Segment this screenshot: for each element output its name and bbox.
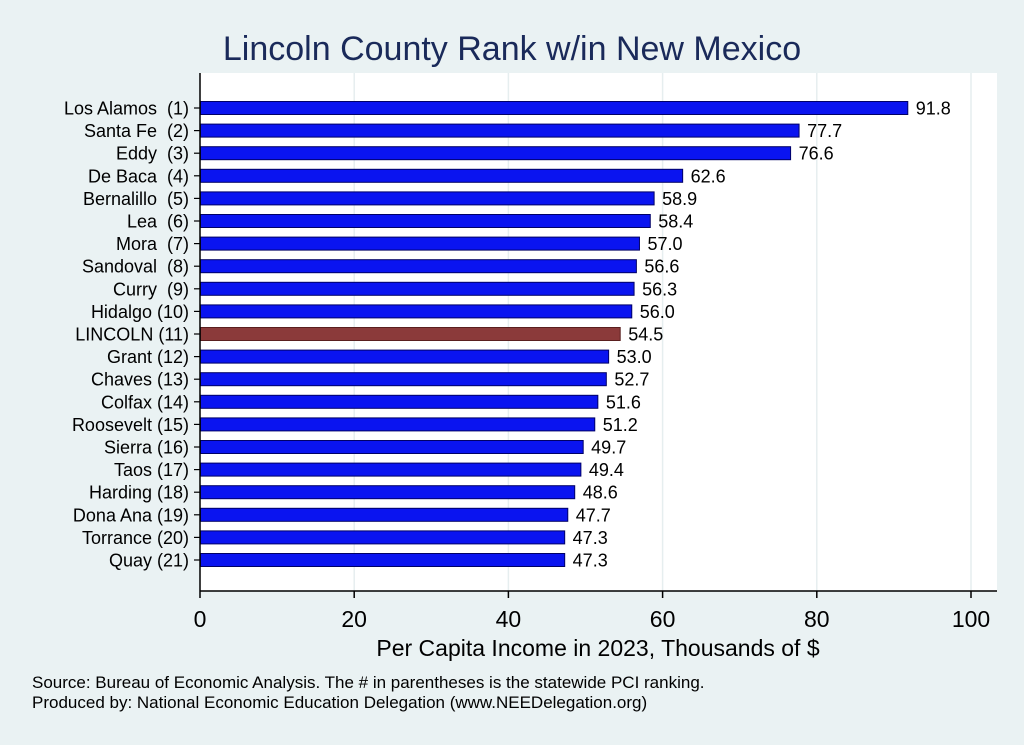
data-label: 91.8: [916, 99, 951, 119]
x-tick-label: 60: [650, 606, 676, 632]
data-label: 76.6: [799, 144, 834, 164]
bar: [200, 372, 607, 387]
category-label: Harding (18): [89, 483, 189, 503]
data-label: 62.6: [691, 166, 726, 186]
category-label: Grant (12): [107, 347, 189, 367]
bar: [200, 168, 684, 183]
x-tick-label: 40: [496, 606, 522, 632]
category-label: De Baca (4): [88, 166, 189, 186]
bar: [200, 146, 792, 161]
bar: [200, 394, 599, 409]
x-tick-label: 80: [804, 606, 830, 632]
bar: [200, 485, 576, 500]
bar: [200, 259, 637, 274]
category-label: Eddy (3): [116, 144, 189, 164]
category-label: Dona Ana (19): [73, 505, 189, 525]
bar: [200, 281, 635, 296]
data-label: 49.7: [591, 438, 626, 458]
category-label: Colfax (14): [101, 392, 189, 412]
bar: [200, 530, 566, 545]
category-label: Bernalillo (5): [83, 189, 189, 209]
bar: [200, 101, 909, 115]
category-label: Santa Fe (2): [84, 121, 189, 141]
data-label: 56.6: [644, 257, 679, 277]
category-label: LINCOLN (11): [75, 325, 189, 345]
bar: [200, 214, 651, 228]
category-label: Quay (21): [109, 551, 189, 571]
x-axis-label: Per Capita Income in 2023, Thousands of …: [376, 635, 819, 661]
data-label: 47.3: [573, 551, 608, 571]
bar: [200, 123, 800, 138]
data-label: 48.6: [583, 483, 618, 503]
category-label: Torrance (20): [82, 528, 189, 548]
data-label: 58.4: [658, 212, 693, 232]
category-label: Hidalgo (10): [91, 302, 189, 322]
x-tick-label: 0: [194, 606, 207, 632]
chart-title: Lincoln County Rank w/in New Mexico: [223, 30, 801, 68]
bar: [200, 349, 610, 364]
bars: 91.8 77.7 76.6 62.6 58.9 58.457.0 56.656.3 56.0…: [200, 99, 951, 571]
category-label: Lea (6): [127, 212, 189, 232]
data-label: 47.7: [576, 505, 611, 525]
axes: 0 20 40 60 80 100 Los Alamos (1)Santa Fe (2) Ed…: [64, 73, 997, 632]
data-label: 51.2: [603, 415, 638, 435]
category-label: Sierra (16): [104, 438, 189, 458]
bar: [200, 417, 596, 432]
category-label: Los Alamos (1): [64, 99, 189, 119]
data-label: 58.9: [662, 189, 697, 209]
data-label: 57.0: [647, 234, 682, 254]
bar-highlight: [200, 327, 621, 341]
data-label: 47.3: [573, 528, 608, 548]
bar: [200, 440, 584, 454]
bar: [200, 304, 633, 319]
category-label: Taos (17): [114, 460, 189, 480]
category-label: Mora (7): [116, 234, 189, 254]
data-label: 56.0: [640, 302, 675, 322]
category-label: Sandoval (8): [82, 257, 189, 277]
category-label: Roosevelt (15): [72, 415, 189, 435]
data-label: 51.6: [606, 392, 641, 412]
bar: [200, 507, 569, 522]
data-label: 77.7: [807, 121, 842, 141]
data-label: 52.7: [614, 370, 649, 390]
category-label: Curry (9): [113, 279, 189, 299]
bar: [200, 191, 655, 206]
category-label: Chaves (13): [91, 370, 189, 390]
data-label: 49.4: [589, 460, 624, 480]
data-label: 56.3: [642, 279, 677, 299]
source-note: Source: Bureau of Economic Analysis. The…: [32, 673, 705, 692]
bar: [200, 553, 566, 567]
bar: [200, 236, 640, 251]
x-tick-label: 20: [341, 606, 367, 632]
x-tick-label: 100: [952, 606, 990, 632]
data-label: 53.0: [617, 347, 652, 367]
producer-note: Produced by: National Economic Education…: [32, 693, 648, 712]
bar: [200, 462, 582, 477]
data-label: 54.5: [628, 325, 663, 345]
